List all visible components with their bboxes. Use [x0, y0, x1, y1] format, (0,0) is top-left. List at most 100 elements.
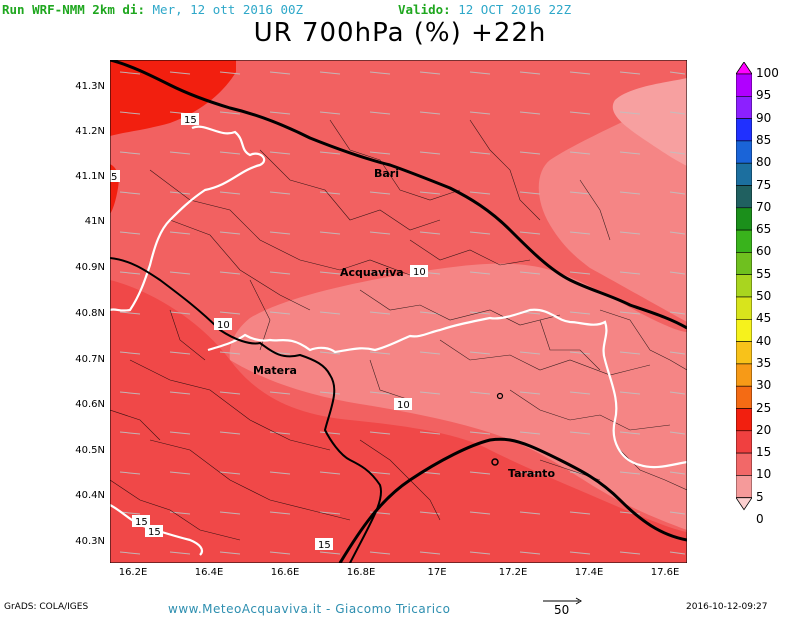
colorbar-label: 40	[756, 333, 772, 348]
colorbar	[736, 62, 752, 511]
colorbar-label: 85	[756, 132, 772, 147]
lon-label: 16.4E	[194, 567, 224, 578]
colorbar-bottom-arrow	[736, 497, 752, 511]
colorbar-label: 65	[756, 222, 772, 237]
regional-boundary-south	[110, 504, 204, 556]
city-label-bari: Bari	[374, 167, 400, 180]
humidity-map: 15 5 10 10 10 15 15 15	[110, 60, 687, 563]
lat-label: 40.5N	[75, 445, 105, 456]
colorbar-label: 0	[756, 512, 764, 526]
contour-label: 10	[397, 400, 410, 411]
colorbar-swatch	[736, 95, 752, 119]
contour-label: 10	[413, 267, 426, 278]
colorbar-label: 20	[756, 422, 772, 437]
map-title: UR 700hPa (%) +22h	[253, 18, 547, 48]
colorbar-swatch	[736, 475, 752, 498]
valid-info: Valido: 12 OCT 2016 22Z	[398, 2, 571, 17]
colorbar-label: 55	[756, 266, 772, 281]
colorbar-swatch	[736, 408, 752, 432]
valid-label: Valido:	[398, 2, 451, 17]
humidity-band-20-nw	[110, 60, 236, 136]
colorbar-label: 50	[756, 289, 772, 303]
lon-label: 16.8E	[346, 567, 376, 578]
ionian-coastline	[338, 437, 687, 563]
contour-label: 15	[148, 527, 161, 538]
colorbar-label: 30	[756, 378, 772, 393]
lat-label: 41N	[84, 216, 105, 227]
colorbar-label: 95	[756, 88, 772, 103]
contour-label: 5	[111, 172, 117, 183]
colorbar-swatch	[736, 452, 752, 476]
run-date: Mer, 12 ott 2016 00Z	[152, 2, 304, 17]
generation-timestamp: 2016-10-12-09:27	[686, 602, 768, 612]
colorbar-swatch	[736, 363, 752, 387]
lon-label: 17.4E	[574, 567, 604, 578]
colorbar-swatch	[736, 318, 752, 342]
municipal-boundaries	[110, 119, 687, 541]
colorbar-label: 15	[756, 445, 772, 460]
colorbar-label: 10	[756, 467, 772, 482]
regional-boundary	[110, 125, 687, 469]
colorbar-swatch	[736, 140, 752, 164]
colorbar-label: 90	[756, 110, 772, 125]
lon-label: 16.2E	[118, 567, 148, 578]
scale-arrow-icon	[543, 597, 582, 605]
valid-date: 12 OCT 2016 22Z	[458, 2, 572, 17]
contour-labels: 15 5 10 10 10 15 15 15	[110, 113, 428, 551]
lon-label: 17.2E	[498, 567, 528, 578]
author-credit: www.MeteoAcquaviva.it - Giacomo Tricaric…	[168, 602, 451, 616]
colorbar-swatch	[736, 274, 752, 298]
lon-label: 17.6E	[650, 567, 680, 578]
contour-label: 15	[184, 115, 197, 126]
lat-label: 40.9N	[75, 262, 105, 273]
colorbar-label: 70	[756, 199, 772, 214]
colorbar-swatch	[736, 185, 752, 209]
contour-label: 10	[217, 320, 230, 331]
lat-label: 41.2N	[75, 126, 105, 137]
taranto-marker	[491, 458, 499, 466]
colorbar-label: 100	[756, 66, 779, 80]
colorbar-label: 80	[756, 155, 772, 170]
colorbar-swatch	[736, 207, 752, 231]
town-marker	[496, 392, 504, 400]
colorbar-swatch	[736, 341, 752, 365]
grads-credit: GrADS: COLA/IGES	[4, 602, 89, 612]
city-label-acquaviva: Acquaviva	[340, 266, 404, 279]
colorbar-swatch	[736, 118, 752, 142]
contour-label: 15	[135, 517, 148, 528]
humidity-band-5-10	[229, 263, 687, 530]
colorbar-swatch	[736, 296, 752, 320]
lat-label: 41.3N	[75, 81, 105, 92]
colorbar-swatch	[736, 385, 752, 409]
lon-label: 17E	[427, 567, 447, 578]
humidity-band-5-10-ne	[538, 90, 687, 322]
lat-label: 40.8N	[75, 308, 105, 319]
city-label-matera: Matera	[253, 364, 297, 377]
adriatic-coastline	[110, 60, 687, 330]
lat-label: 40.4N	[75, 490, 105, 501]
wind-vectors	[119, 71, 686, 555]
colorbar-label: 35	[756, 355, 772, 370]
colorbar-label: 45	[756, 311, 772, 326]
colorbar-label: 60	[756, 244, 772, 259]
colorbar-label: 5	[756, 489, 764, 504]
city-label-taranto: Taranto	[508, 467, 556, 480]
lat-label: 40.6N	[75, 399, 105, 410]
colorbar-swatch	[736, 229, 752, 253]
contour-label: 15	[318, 540, 331, 551]
province-boundary	[110, 257, 382, 563]
colorbar-swatch	[736, 162, 752, 186]
colorbar-swatch	[736, 73, 752, 97]
humidity-band-0-5	[612, 78, 687, 166]
colorbar-swatch	[736, 252, 752, 275]
run-label: Run WRF-NMM 2km di:	[2, 2, 145, 17]
lat-label: 40.3N	[75, 536, 105, 547]
colorbar-swatch	[736, 430, 752, 454]
lon-label: 16.6E	[270, 567, 300, 578]
colorbar-label: 25	[756, 400, 772, 415]
wind-scale-value: 50	[554, 603, 570, 617]
lat-label: 41.1N	[75, 171, 105, 182]
colorbar-label: 75	[756, 177, 772, 192]
colorbar-top-arrow	[736, 62, 752, 75]
run-info: Run WRF-NMM 2km di: Mer, 12 ott 2016 00Z	[2, 2, 303, 17]
